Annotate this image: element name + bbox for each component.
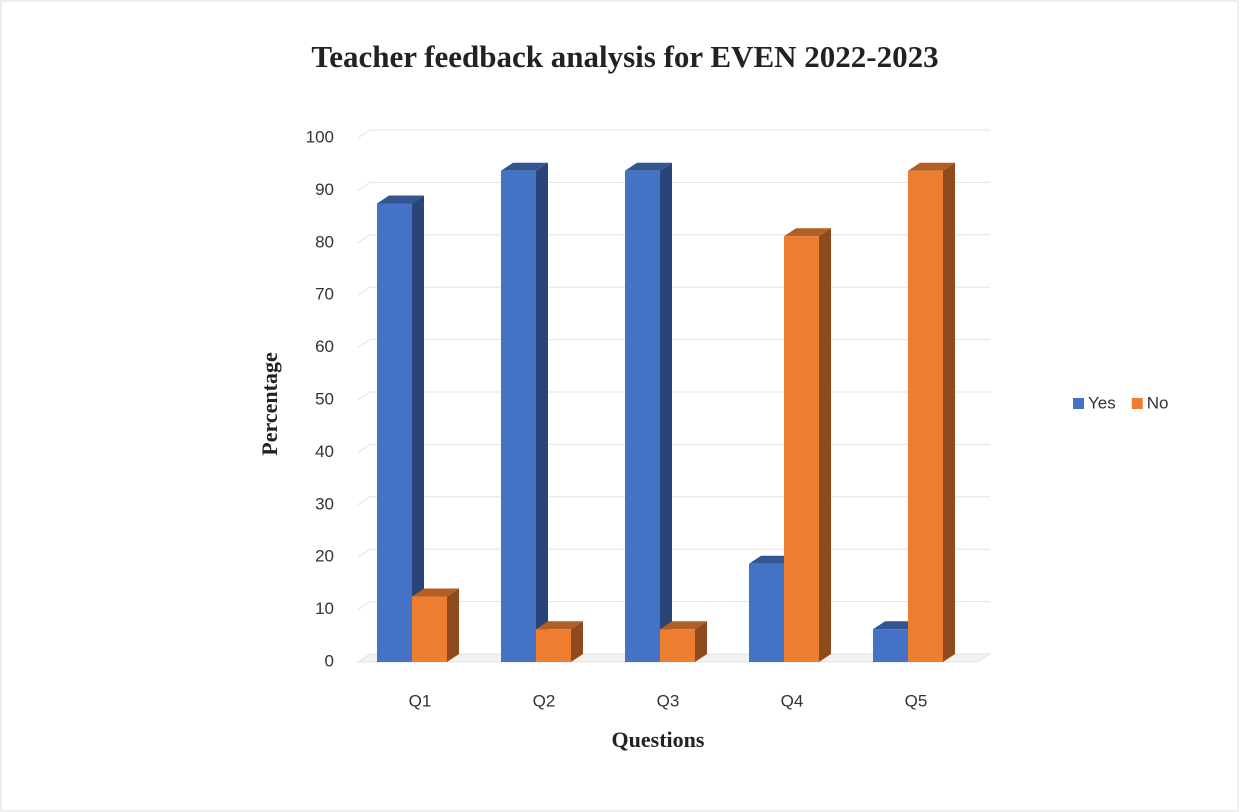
bar-top [377, 195, 424, 204]
bar-front [660, 629, 695, 662]
x-tick-label: Q1 [409, 691, 432, 710]
grid-line [357, 391, 990, 401]
bar-side [943, 162, 955, 662]
bar-top [501, 162, 548, 171]
bar [412, 588, 459, 662]
bar-top [660, 621, 707, 630]
y-tick-label: 60 [315, 337, 334, 356]
legend-label: No [1147, 393, 1169, 412]
bar [908, 162, 955, 662]
bar-front [873, 629, 908, 662]
y-tick-label: 40 [315, 442, 334, 461]
bar-front [784, 236, 819, 662]
grid-line [357, 548, 990, 558]
y-axis-title: Percentage [257, 352, 282, 456]
x-tick-label: Q5 [905, 691, 928, 710]
y-tick-label: 10 [315, 599, 334, 618]
y-tick-label: 80 [315, 232, 334, 251]
bar [625, 162, 672, 662]
bar [501, 162, 548, 662]
y-tick-label: 30 [315, 494, 334, 513]
bar-front [749, 563, 784, 662]
bar-side [695, 621, 707, 662]
bar-front [536, 629, 571, 662]
x-axis-title: Questions [612, 727, 705, 752]
grid-line [357, 129, 990, 139]
bar-front [908, 170, 943, 662]
bar-side [412, 195, 424, 662]
bar-side [571, 621, 583, 662]
bar-front [377, 203, 412, 662]
bar-front [625, 170, 660, 662]
y-tick-label: 0 [325, 651, 334, 670]
bar [536, 621, 583, 662]
x-tick-label: Q4 [781, 691, 804, 710]
y-tick-label: 100 [306, 127, 334, 146]
x-tick-label: Q3 [657, 691, 680, 710]
bar-top [908, 162, 955, 171]
bar-top [784, 228, 831, 237]
y-tick-label: 70 [315, 285, 334, 304]
bar-side [819, 228, 831, 662]
legend-swatch [1073, 398, 1084, 409]
bar-front [412, 596, 447, 662]
bar-front [501, 170, 536, 662]
bar-side [660, 162, 672, 662]
grid-line [357, 339, 990, 349]
y-tick-label: 20 [315, 547, 334, 566]
legend-swatch [1131, 398, 1143, 409]
y-tick-label: 90 [315, 180, 334, 199]
legend-label: Yes [1088, 393, 1116, 412]
bar-top [625, 162, 672, 171]
grid-line [357, 443, 990, 453]
bar-top [536, 621, 583, 630]
chart-title: Teacher feedback analysis for EVEN 2022-… [311, 39, 938, 74]
x-tick-label: Q2 [533, 691, 556, 710]
grid-line [357, 234, 990, 244]
bar [784, 228, 831, 662]
bar-top [412, 588, 459, 597]
grid-line [357, 181, 990, 191]
bar [660, 621, 707, 662]
y-tick-label: 50 [315, 389, 334, 408]
grid-line [357, 496, 990, 506]
bar-side [447, 588, 459, 662]
bar-side [536, 162, 548, 662]
bar [377, 195, 424, 662]
grid-line [357, 286, 990, 296]
